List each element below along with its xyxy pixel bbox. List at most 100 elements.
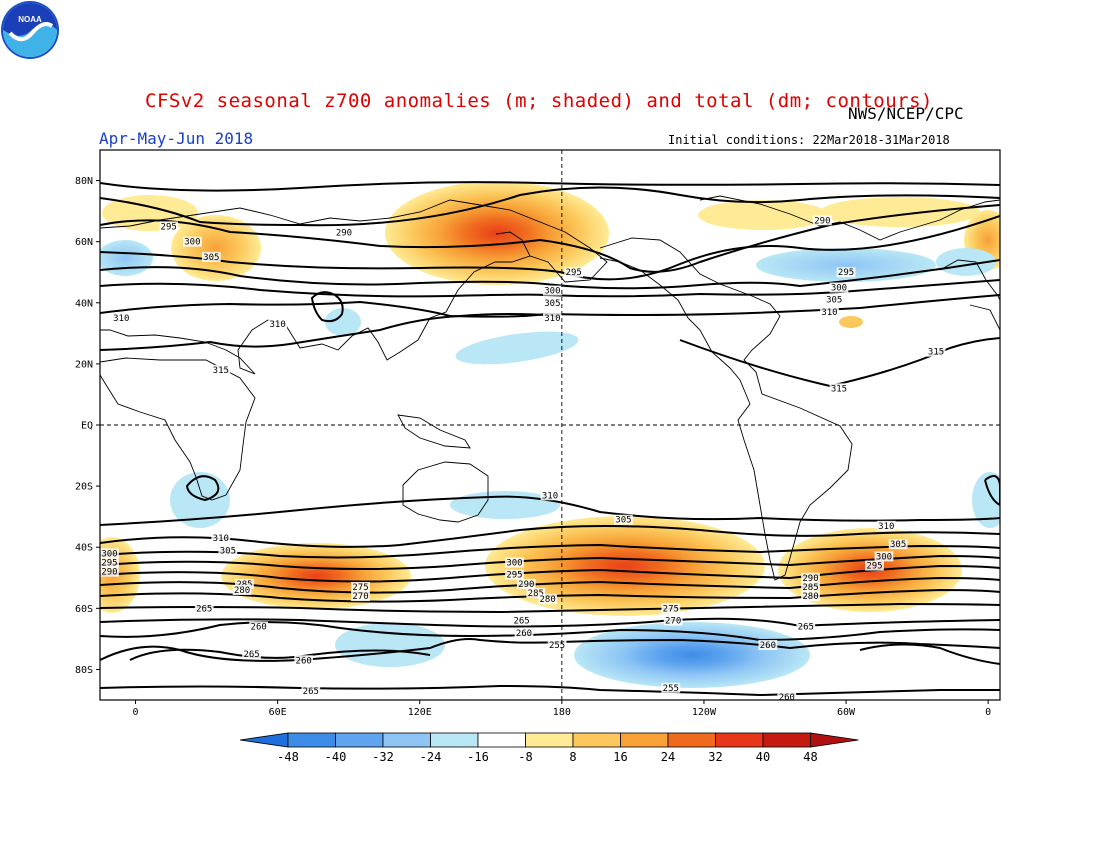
initial-conditions-label: Initial conditions: 22Mar2018-31Mar2018 (668, 133, 950, 147)
contour-label-bg (926, 346, 946, 357)
contour-label-bg (268, 319, 288, 330)
contour-label: 280 (234, 586, 250, 596)
contour-label-bg (512, 615, 531, 626)
contour-label-bg (100, 557, 119, 568)
contour-label: 295 (566, 268, 582, 278)
lon-tick-label: 180 (553, 707, 571, 718)
contour-label: 310 (878, 522, 894, 532)
contour-label-bg (242, 649, 261, 660)
lon-tick-label: 120E (408, 707, 432, 718)
contour-label-bg (824, 294, 844, 305)
latitude-axis: 80N 60N 40N 20N EQ 20S 40S 60S 80S (75, 176, 100, 676)
contour-labels: 2953003052902953003053102902953003053103… (100, 215, 946, 703)
svg-text:NOAA: NOAA (18, 15, 42, 24)
contour-label-bg (526, 588, 546, 599)
lat-tick-label: 80S (75, 665, 93, 676)
contour-label: 300 (101, 549, 117, 559)
contour-label-bg (351, 581, 370, 592)
contour-label: 310 (821, 308, 837, 318)
colorbar-tick-label: -32 (372, 750, 394, 764)
contour-label: 265 (243, 650, 259, 660)
colorbar-swatch (572, 732, 621, 748)
colorbar-swatch (430, 732, 479, 748)
contour-label-bg (547, 640, 567, 650)
colorbar-tick-label: -40 (325, 750, 347, 764)
colorbar-tick-label: -24 (420, 750, 442, 764)
contour-label: 300 (184, 238, 200, 248)
colorbar-swatch (382, 732, 431, 748)
contour-label-bg (542, 297, 562, 308)
colorbar-tick-label: 48 (803, 750, 817, 764)
contour-label-bg (538, 594, 558, 605)
contour-label: 290 (518, 580, 534, 590)
contour-label: 255 (663, 684, 679, 694)
contour-label: 275 (663, 604, 679, 614)
contour-label-bg (249, 621, 269, 632)
contour-label-bg (661, 682, 681, 693)
contour-label-bg (663, 615, 683, 626)
contour-label: 290 (101, 568, 117, 578)
contour-label-bg (194, 603, 214, 614)
contour-label-bg (829, 282, 849, 293)
colorbar-tick-label: 8 (569, 750, 576, 764)
contour-label: 260 (296, 656, 312, 666)
contour-label: 300 (544, 287, 560, 297)
contour-label-bg (100, 566, 119, 577)
contour-label-bg (542, 285, 562, 296)
contour-label: 305 (544, 299, 560, 309)
contour-label-bg (801, 581, 820, 592)
contour-label: 265 (303, 687, 319, 697)
lat-tick-label: 20N (75, 359, 93, 370)
contour-label-bg (100, 548, 119, 559)
contour-label-bg (865, 560, 884, 571)
season-label: Apr-May-Jun 2018 (99, 129, 254, 148)
contour-label-bg (218, 545, 238, 556)
contour-label-bg (777, 691, 797, 702)
colorbar-swatch (287, 732, 336, 748)
contour-label-bg (758, 640, 778, 650)
contour-label: 285 (528, 589, 544, 599)
contour-label: 310 (544, 314, 560, 324)
contour-label: 315 (213, 366, 229, 376)
contour-label-bg (505, 557, 524, 568)
contour-label-bg (514, 627, 534, 638)
contour-label-bg (294, 655, 314, 666)
contour-label: 290 (802, 574, 818, 584)
contour-label: 285 (236, 580, 252, 590)
contour-label: 305 (203, 253, 219, 263)
contour-label-bg (874, 551, 894, 562)
contour-label: 275 (352, 583, 368, 593)
colorbar-tick-label: 32 (708, 750, 722, 764)
contour-label-bg (211, 365, 231, 375)
lon-tick-label: 0 (985, 707, 991, 718)
colorbar: -48 -40 -32 -24 -16 -8 8 16 24 32 40 48 (239, 732, 859, 764)
contour-label-bg (564, 267, 584, 278)
colorbar-swatch (715, 732, 764, 748)
contour-label: 265 (513, 617, 529, 627)
contour-label: 280 (539, 595, 555, 605)
contour-label: 300 (831, 284, 847, 294)
contour-label: 310 (542, 491, 558, 501)
contour-label: 290 (336, 229, 352, 239)
contour-label: 315 (928, 348, 944, 358)
colorbar-swatch (335, 732, 384, 748)
contour-label: 265 (196, 604, 212, 614)
contour-label-bg (796, 621, 816, 632)
contour-label: 280 (802, 592, 818, 602)
contour-label-bg (232, 585, 252, 595)
colorbar-swatch (620, 732, 669, 748)
coastlines (100, 195, 1000, 581)
contour-label: 295 (506, 571, 522, 581)
contour-label: 305 (220, 546, 236, 556)
contour-label: 285 (802, 583, 818, 593)
contour-label-bg (159, 221, 179, 232)
contour-label: 305 (890, 540, 906, 550)
contour-label-bg (614, 514, 633, 525)
contour-label: 260 (779, 693, 795, 703)
contour-label: 315 (831, 384, 847, 394)
contour-label-bg (351, 591, 370, 602)
contour-label-bg (505, 569, 524, 580)
contour-label: 300 (506, 559, 522, 569)
contour-label: 260 (516, 629, 532, 639)
contour-label: 310 (213, 534, 229, 544)
